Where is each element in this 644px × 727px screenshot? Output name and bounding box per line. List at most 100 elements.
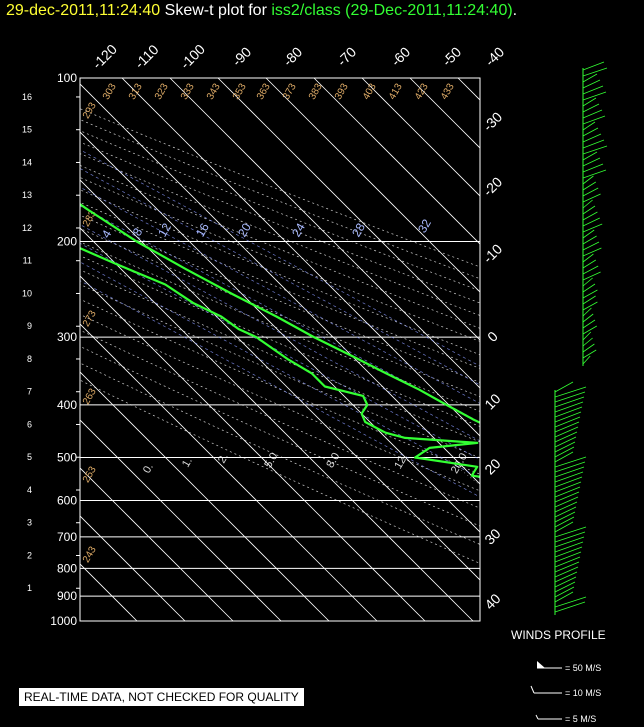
height-tick-label: 9 [27, 321, 32, 331]
wind-barb [554, 486, 581, 498]
wind-barb [582, 169, 607, 179]
height-tick-label: 10 [22, 288, 32, 298]
dry-adiabat-label: 343 [205, 81, 223, 101]
wind-barb [554, 421, 580, 433]
moist-adiabat [80, 186, 480, 404]
title-station: iss2/class (29-Dec-2011,11:24:40) [271, 2, 513, 19]
winds-profile-title: WINDS PROFILE [511, 628, 606, 642]
wind-barb [582, 355, 591, 365]
isotherm-line [80, 419, 282, 621]
wind-barb [554, 501, 578, 513]
height-tick-label: 2 [27, 550, 32, 560]
dry-adiabat-label: 323 [153, 81, 171, 101]
dry-adiabat-label: 243 [81, 544, 99, 564]
wind-barb [582, 253, 594, 263]
wind-barb [582, 133, 602, 143]
isotherm-line [409, 78, 480, 149]
mixing-ratio-line [576, 458, 644, 622]
wind-barb [554, 601, 586, 613]
isotherm-line [265, 78, 480, 293]
dry-adiabat [80, 298, 480, 475]
wind-barb [554, 411, 582, 423]
wind-key-5: = 5 M/S [565, 714, 597, 724]
dry-adiabat-label: 433 [439, 81, 457, 101]
wind-barb [582, 205, 596, 215]
moist-adiabat [80, 168, 480, 386]
moist-adiabat [80, 149, 480, 367]
height-tick-label: 13 [22, 190, 32, 200]
isotherm-line [80, 131, 480, 533]
dry-adiabat-label: 293 [81, 100, 99, 120]
wind-barb [554, 446, 575, 458]
isotherm-line [80, 275, 426, 621]
dry-adiabat [80, 108, 480, 268]
moist-adiabat-label: 32 [415, 216, 434, 235]
wind-barb [554, 386, 587, 398]
wind-key-half-barb [535, 714, 539, 720]
isotherm-label-right: -30 [480, 109, 506, 135]
isotherm-label-top: -60 [388, 44, 414, 70]
height-tick-label: 12 [22, 223, 32, 233]
wind-barb [554, 471, 584, 483]
wind-barb [554, 511, 576, 523]
wind-barb [582, 97, 597, 107]
wind-barb [582, 61, 605, 71]
wind-barb [582, 157, 601, 167]
wind-barb [554, 456, 587, 468]
moist-adiabat [80, 280, 480, 498]
isotherm-label-top: -70 [334, 44, 360, 70]
dry-adiabat [80, 141, 480, 304]
isotherm-line [80, 179, 480, 581]
wind-barb [554, 546, 583, 558]
moist-adiabat [80, 261, 480, 479]
wind-barb [582, 85, 604, 95]
mixing-ratio-line [543, 458, 644, 622]
mixing-ratio-label: 8.0 [324, 451, 342, 470]
dry-adiabat [80, 362, 480, 545]
dry-adiabat [80, 345, 480, 527]
wind-barb [582, 289, 598, 299]
mixing-ratio-label: 0. [141, 462, 156, 476]
dry-adiabat [80, 241, 480, 412]
dry-adiabat-label: 403 [361, 81, 379, 101]
moist-adiabat-label: 12 [155, 220, 174, 239]
dry-adiabat [80, 214, 480, 383]
wind-barb [582, 121, 596, 131]
wind-barb [582, 109, 603, 119]
wind-barb [554, 566, 579, 578]
height-tick-label: 4 [27, 485, 32, 495]
mixing-ratio-line [561, 458, 644, 622]
wind-barb [554, 541, 584, 553]
isotherm-line [313, 78, 480, 245]
pressure-tick-label: 700 [57, 530, 77, 544]
dry-adiabat [80, 379, 480, 564]
dry-adiabat-label: 423 [413, 81, 431, 101]
isotherm-label-right: 30 [481, 525, 503, 547]
dry-adiabat [80, 329, 480, 509]
wind-barb [554, 491, 580, 503]
pressure-tick-label: 600 [57, 494, 77, 508]
wind-barb [582, 175, 594, 185]
title-mid-text: Skew-t plot for [160, 2, 272, 19]
wind-barb [582, 247, 602, 257]
moist-adiabat [80, 224, 480, 442]
dry-adiabat [80, 165, 480, 329]
title-timestamp: 29-dec-2011,11:24:40 [6, 2, 161, 19]
temperature-line [80, 202, 480, 424]
isotherm-line [80, 227, 474, 621]
wind-barb [582, 145, 608, 155]
height-tick-label: 6 [27, 419, 32, 429]
isotherm-line [361, 78, 480, 197]
wind-barb [554, 466, 585, 478]
mixing-ratio-label: 5.0 [262, 451, 280, 470]
wind-barb [582, 151, 598, 161]
plot-frame [79, 77, 481, 622]
wind-key-10: = 10 M/S [565, 688, 602, 698]
wind-barb [582, 283, 596, 293]
isotherm-line [169, 78, 480, 389]
wind-barb [582, 343, 595, 353]
dry-adiabat-label: 253 [81, 464, 99, 484]
wind-barb [582, 127, 599, 137]
dry-adiabat-label: 273 [81, 308, 99, 328]
wind-key-symbols [530, 661, 562, 720]
